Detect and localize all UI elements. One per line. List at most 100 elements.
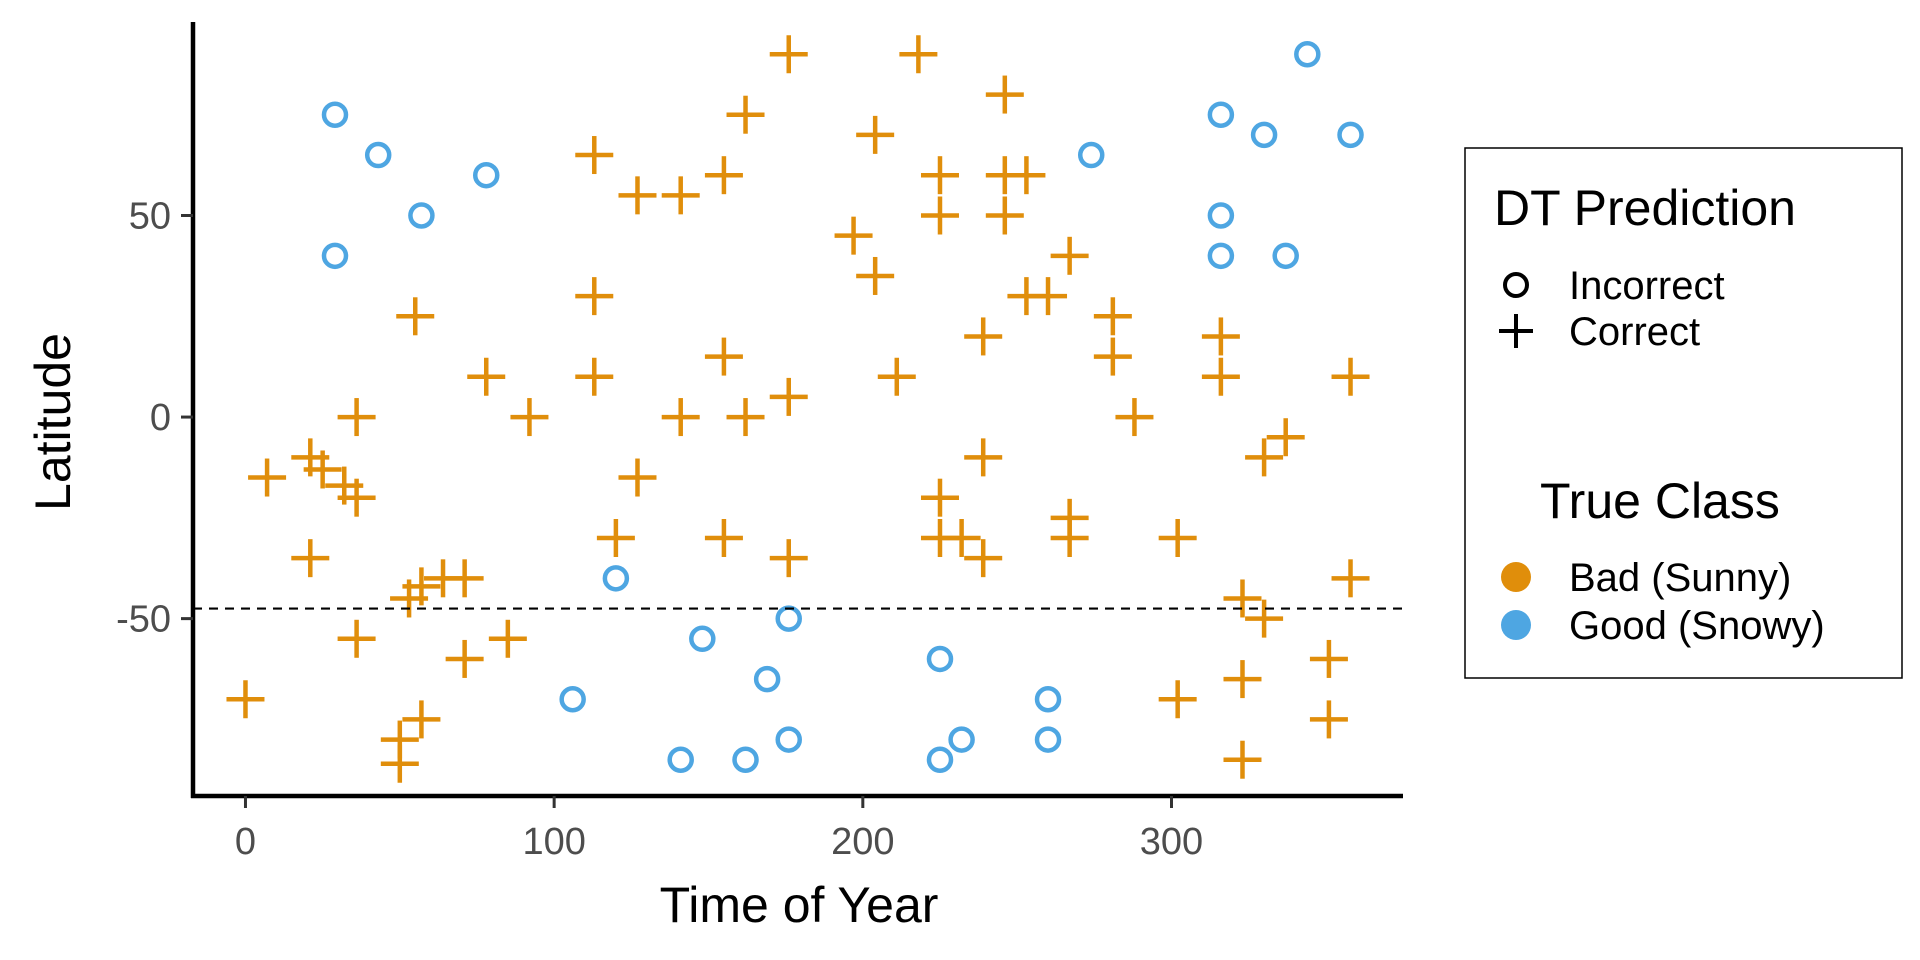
point-circle-marker [1272, 242, 1299, 270]
point-circle-marker [472, 161, 500, 189]
legend-color-dot-good [1501, 610, 1531, 640]
point-plus-marker [985, 196, 1024, 235]
point-plus-marker [1331, 357, 1370, 396]
x-axis-title: Time of Year [660, 877, 939, 933]
legend-box [1464, 147, 1903, 679]
point-plus-marker [291, 539, 330, 578]
point-plus-marker [726, 398, 765, 437]
legend-label-good: Good (Snowy) [1569, 604, 1825, 648]
point-plus-marker [510, 398, 549, 437]
point-plus-marker [769, 377, 808, 416]
point-plus-marker [1309, 639, 1348, 678]
ticks-layer: 0 100 200 300 -50 0 50 [116, 196, 1203, 864]
point-circle-marker [1294, 41, 1321, 68]
point-circle-marker [667, 746, 694, 773]
y-tick-label: 0 [150, 397, 171, 439]
point-circle-marker [1250, 121, 1278, 149]
point-plus-marker [226, 680, 265, 719]
point-plus-marker [618, 458, 657, 497]
point-plus-marker [380, 744, 419, 783]
y-tick-label: 50 [129, 196, 171, 238]
x-tick-label: 100 [522, 821, 585, 863]
point-circle-marker [1207, 202, 1235, 229]
point-plus-marker [1093, 297, 1132, 336]
point-plus-marker [1201, 357, 1240, 396]
point-circle-marker [559, 686, 586, 713]
legend-circle-icon [1503, 272, 1529, 298]
point-circle-marker [775, 726, 802, 753]
point-circle-marker [321, 101, 349, 128]
points-layer [226, 35, 1370, 783]
point-plus-marker [661, 398, 700, 437]
point-circle-marker [753, 665, 781, 693]
point-circle-marker [602, 565, 630, 592]
point-plus-marker [575, 357, 614, 396]
legend: DT Prediction Incorrect Correct True Cla… [1464, 147, 1903, 679]
point-plus-marker [303, 450, 342, 489]
point-plus-marker [964, 438, 1003, 477]
point-plus-marker [661, 176, 700, 215]
point-circle-marker [689, 625, 716, 653]
legend-color-title: True Class [1540, 473, 1780, 529]
point-circle-marker [1207, 242, 1235, 270]
point-plus-marker [445, 639, 484, 678]
point-plus-marker [1309, 700, 1348, 739]
point-plus-marker [575, 277, 614, 316]
point-plus-marker [1158, 680, 1197, 719]
point-plus-marker [1266, 418, 1305, 457]
point-plus-marker [877, 357, 916, 396]
point-plus-marker [920, 478, 959, 517]
point-plus-marker [834, 216, 873, 255]
point-plus-marker [402, 700, 441, 739]
point-plus-marker [769, 539, 808, 578]
point-plus-marker [1331, 559, 1370, 598]
point-plus-marker [704, 337, 743, 376]
point-plus-marker [726, 95, 765, 134]
point-plus-marker [856, 115, 895, 154]
point-plus-marker [964, 317, 1003, 356]
point-plus-marker [856, 256, 895, 295]
point-plus-marker [337, 619, 376, 658]
y-tick-label: -50 [116, 599, 171, 641]
point-plus-marker [575, 136, 614, 175]
legend-shape-title: DT Prediction [1494, 180, 1796, 236]
point-plus-marker [942, 519, 981, 557]
x-tick-label: 200 [831, 821, 894, 863]
x-tick-label: 300 [1140, 821, 1203, 863]
point-plus-marker [704, 156, 743, 195]
point-circle-marker [321, 242, 349, 270]
legend-label-correct: Correct [1569, 310, 1700, 354]
point-plus-marker [1050, 236, 1089, 275]
point-plus-marker [337, 478, 376, 517]
point-circle-marker [364, 141, 392, 169]
legend-label-bad: Bad (Sunny) [1569, 556, 1791, 600]
point-circle-marker [1034, 726, 1062, 753]
point-circle-marker [775, 605, 802, 632]
point-plus-marker [1050, 519, 1089, 557]
point-plus-marker [337, 398, 376, 437]
point-plus-marker [899, 35, 938, 74]
point-plus-marker [704, 519, 743, 557]
point-plus-marker [920, 196, 959, 235]
point-circle-marker [926, 746, 954, 773]
point-plus-marker [1245, 599, 1284, 638]
point-circle-marker [926, 645, 954, 673]
legend-plus-icon [1499, 314, 1533, 348]
point-plus-marker [488, 619, 527, 658]
point-plus-marker [1223, 740, 1262, 779]
point-plus-marker [1245, 438, 1284, 477]
point-plus-marker [964, 539, 1003, 578]
legend-label-incorrect: Incorrect [1569, 264, 1725, 308]
point-circle-marker [1337, 121, 1364, 149]
legend-color-dot-bad [1501, 562, 1531, 592]
point-plus-marker [1223, 579, 1262, 618]
point-circle-marker [948, 726, 975, 753]
point-plus-marker [467, 357, 506, 396]
point-circle-marker [1207, 101, 1235, 128]
point-circle-marker [1034, 686, 1062, 713]
point-circle-marker [408, 202, 435, 229]
y-axis-title: Latitude [25, 333, 81, 511]
point-plus-marker [1158, 519, 1197, 557]
point-plus-marker [445, 559, 484, 598]
